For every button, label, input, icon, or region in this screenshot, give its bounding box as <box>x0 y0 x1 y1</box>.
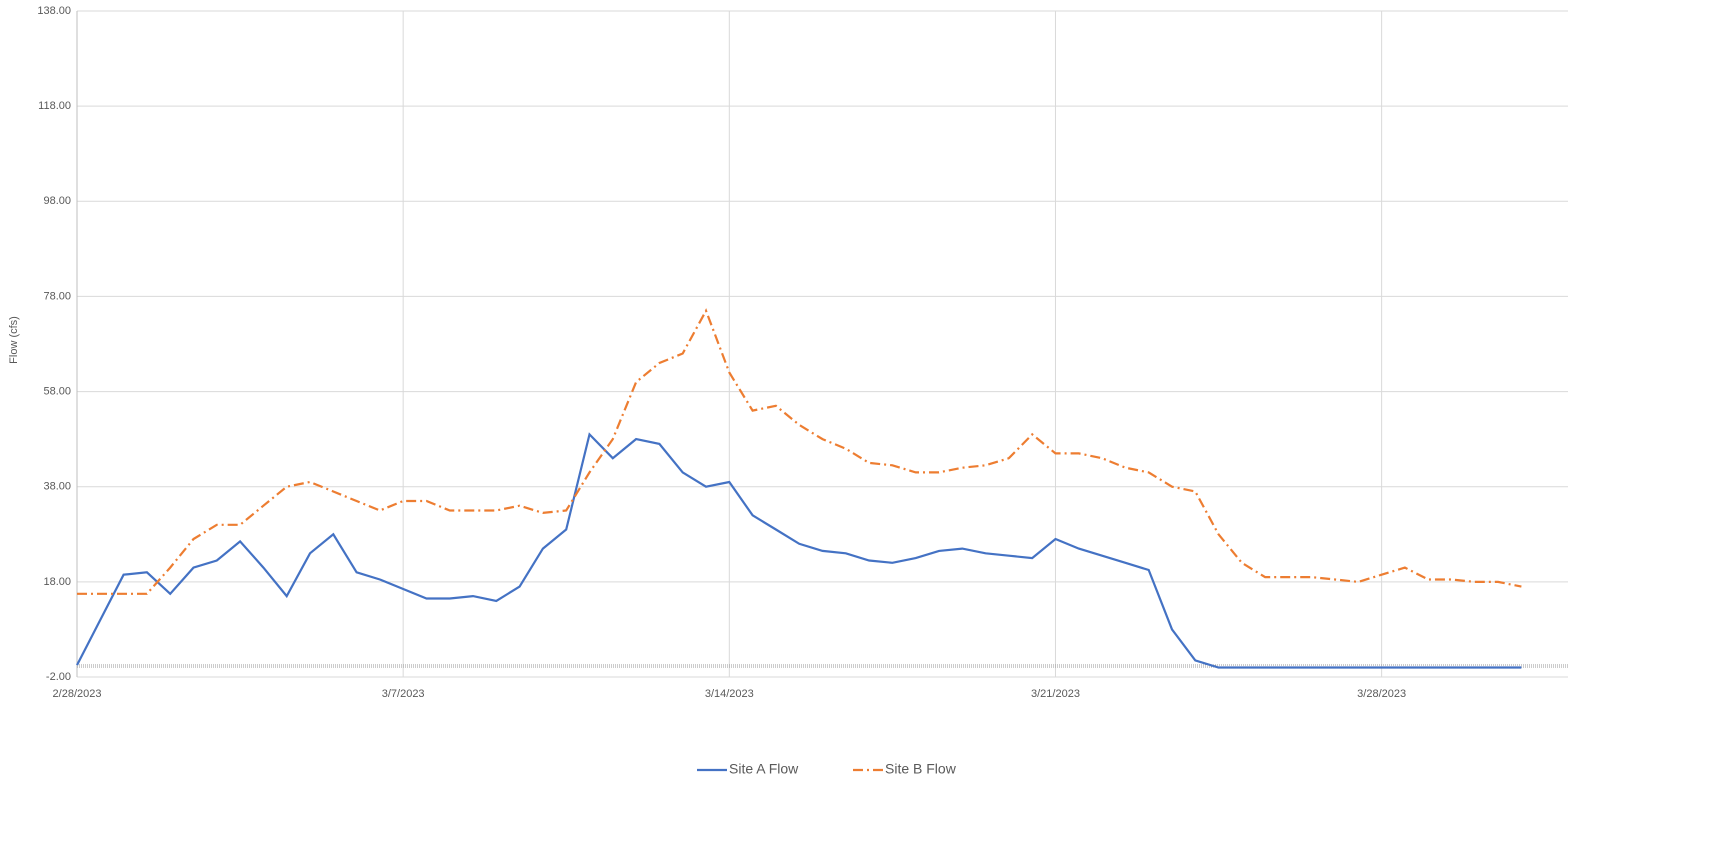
y-tick-label: 58.00 <box>43 385 71 397</box>
x-tick-label: 3/21/2023 <box>1031 688 1080 700</box>
y-tick-label: 38.00 <box>43 481 71 493</box>
y-tick-label: 98.00 <box>43 195 71 207</box>
x-tick-label: 2/28/2023 <box>53 688 102 700</box>
legend-label: Site B Flow <box>885 761 957 777</box>
series-line <box>76 432 1522 669</box>
x-tick-label: 3/28/2023 <box>1357 688 1406 700</box>
y-tick-label: 138.00 <box>37 5 71 17</box>
series-line <box>77 308 1522 595</box>
legend-label: Site A Flow <box>729 761 799 777</box>
y-tick-label: -2.00 <box>46 671 71 683</box>
y-axis-label: Flow (cfs) <box>8 316 20 364</box>
y-tick-label: 18.00 <box>43 576 71 588</box>
x-tick-label: 3/7/2023 <box>382 688 425 700</box>
y-tick-label: 118.00 <box>38 100 71 112</box>
y-tick-label: 78.00 <box>43 290 71 302</box>
x-tick-label: 3/14/2023 <box>705 688 754 700</box>
